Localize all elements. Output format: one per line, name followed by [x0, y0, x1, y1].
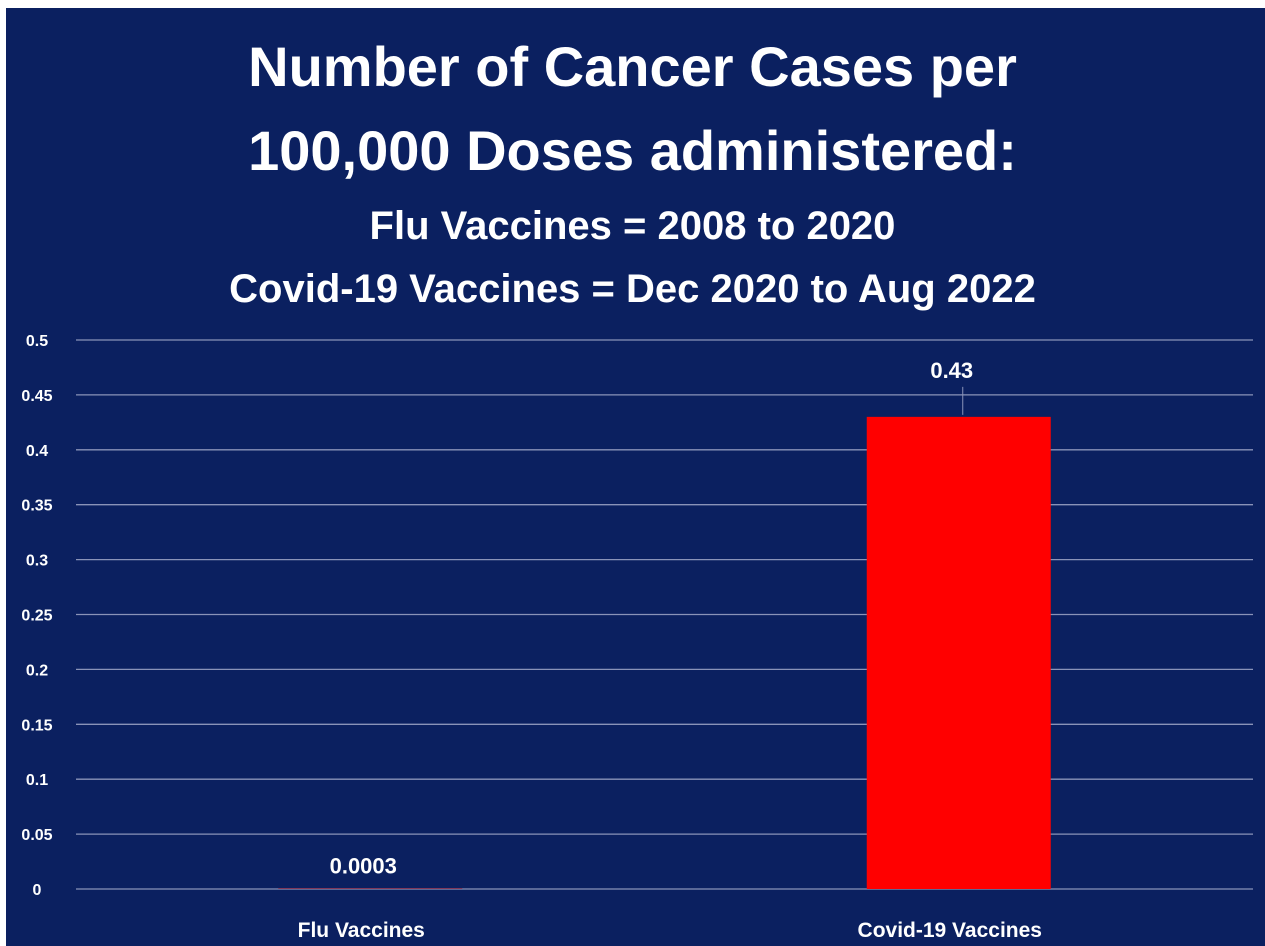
data-label: 0.0003	[330, 854, 397, 879]
y-tick-label: 0.3	[26, 553, 48, 570]
chart-title-line-2: 100,000 Doses administered:	[248, 119, 1017, 182]
y-tick-label: 0	[33, 882, 42, 899]
y-tick-label: 0.1	[26, 772, 48, 789]
x-category-label: Covid-19 Vaccines	[858, 919, 1042, 942]
bar-covid-19-vaccines	[866, 416, 1051, 889]
chart-background	[6, 8, 1265, 946]
y-tick-label: 0.4	[26, 443, 48, 460]
y-tick-label: 0.2	[26, 662, 48, 679]
chart-title-line-1: Number of Cancer Cases per	[248, 35, 1017, 98]
y-tick-label: 0.25	[21, 608, 52, 625]
y-tick-label: 0.15	[21, 717, 52, 734]
x-category-label: Flu Vaccines	[298, 919, 425, 942]
chart-subtitle-line-2: Covid-19 Vaccines = Dec 2020 to Aug 2022	[229, 267, 1036, 311]
chart-subtitle-line-1: Flu Vaccines = 2008 to 2020	[369, 204, 896, 248]
y-tick-label: 0.05	[21, 827, 52, 844]
y-tick-label: 0.35	[21, 498, 52, 515]
data-label: 0.43	[930, 358, 973, 383]
y-tick-label: 0.45	[21, 388, 52, 405]
y-tick-label: 0.5	[26, 333, 48, 350]
